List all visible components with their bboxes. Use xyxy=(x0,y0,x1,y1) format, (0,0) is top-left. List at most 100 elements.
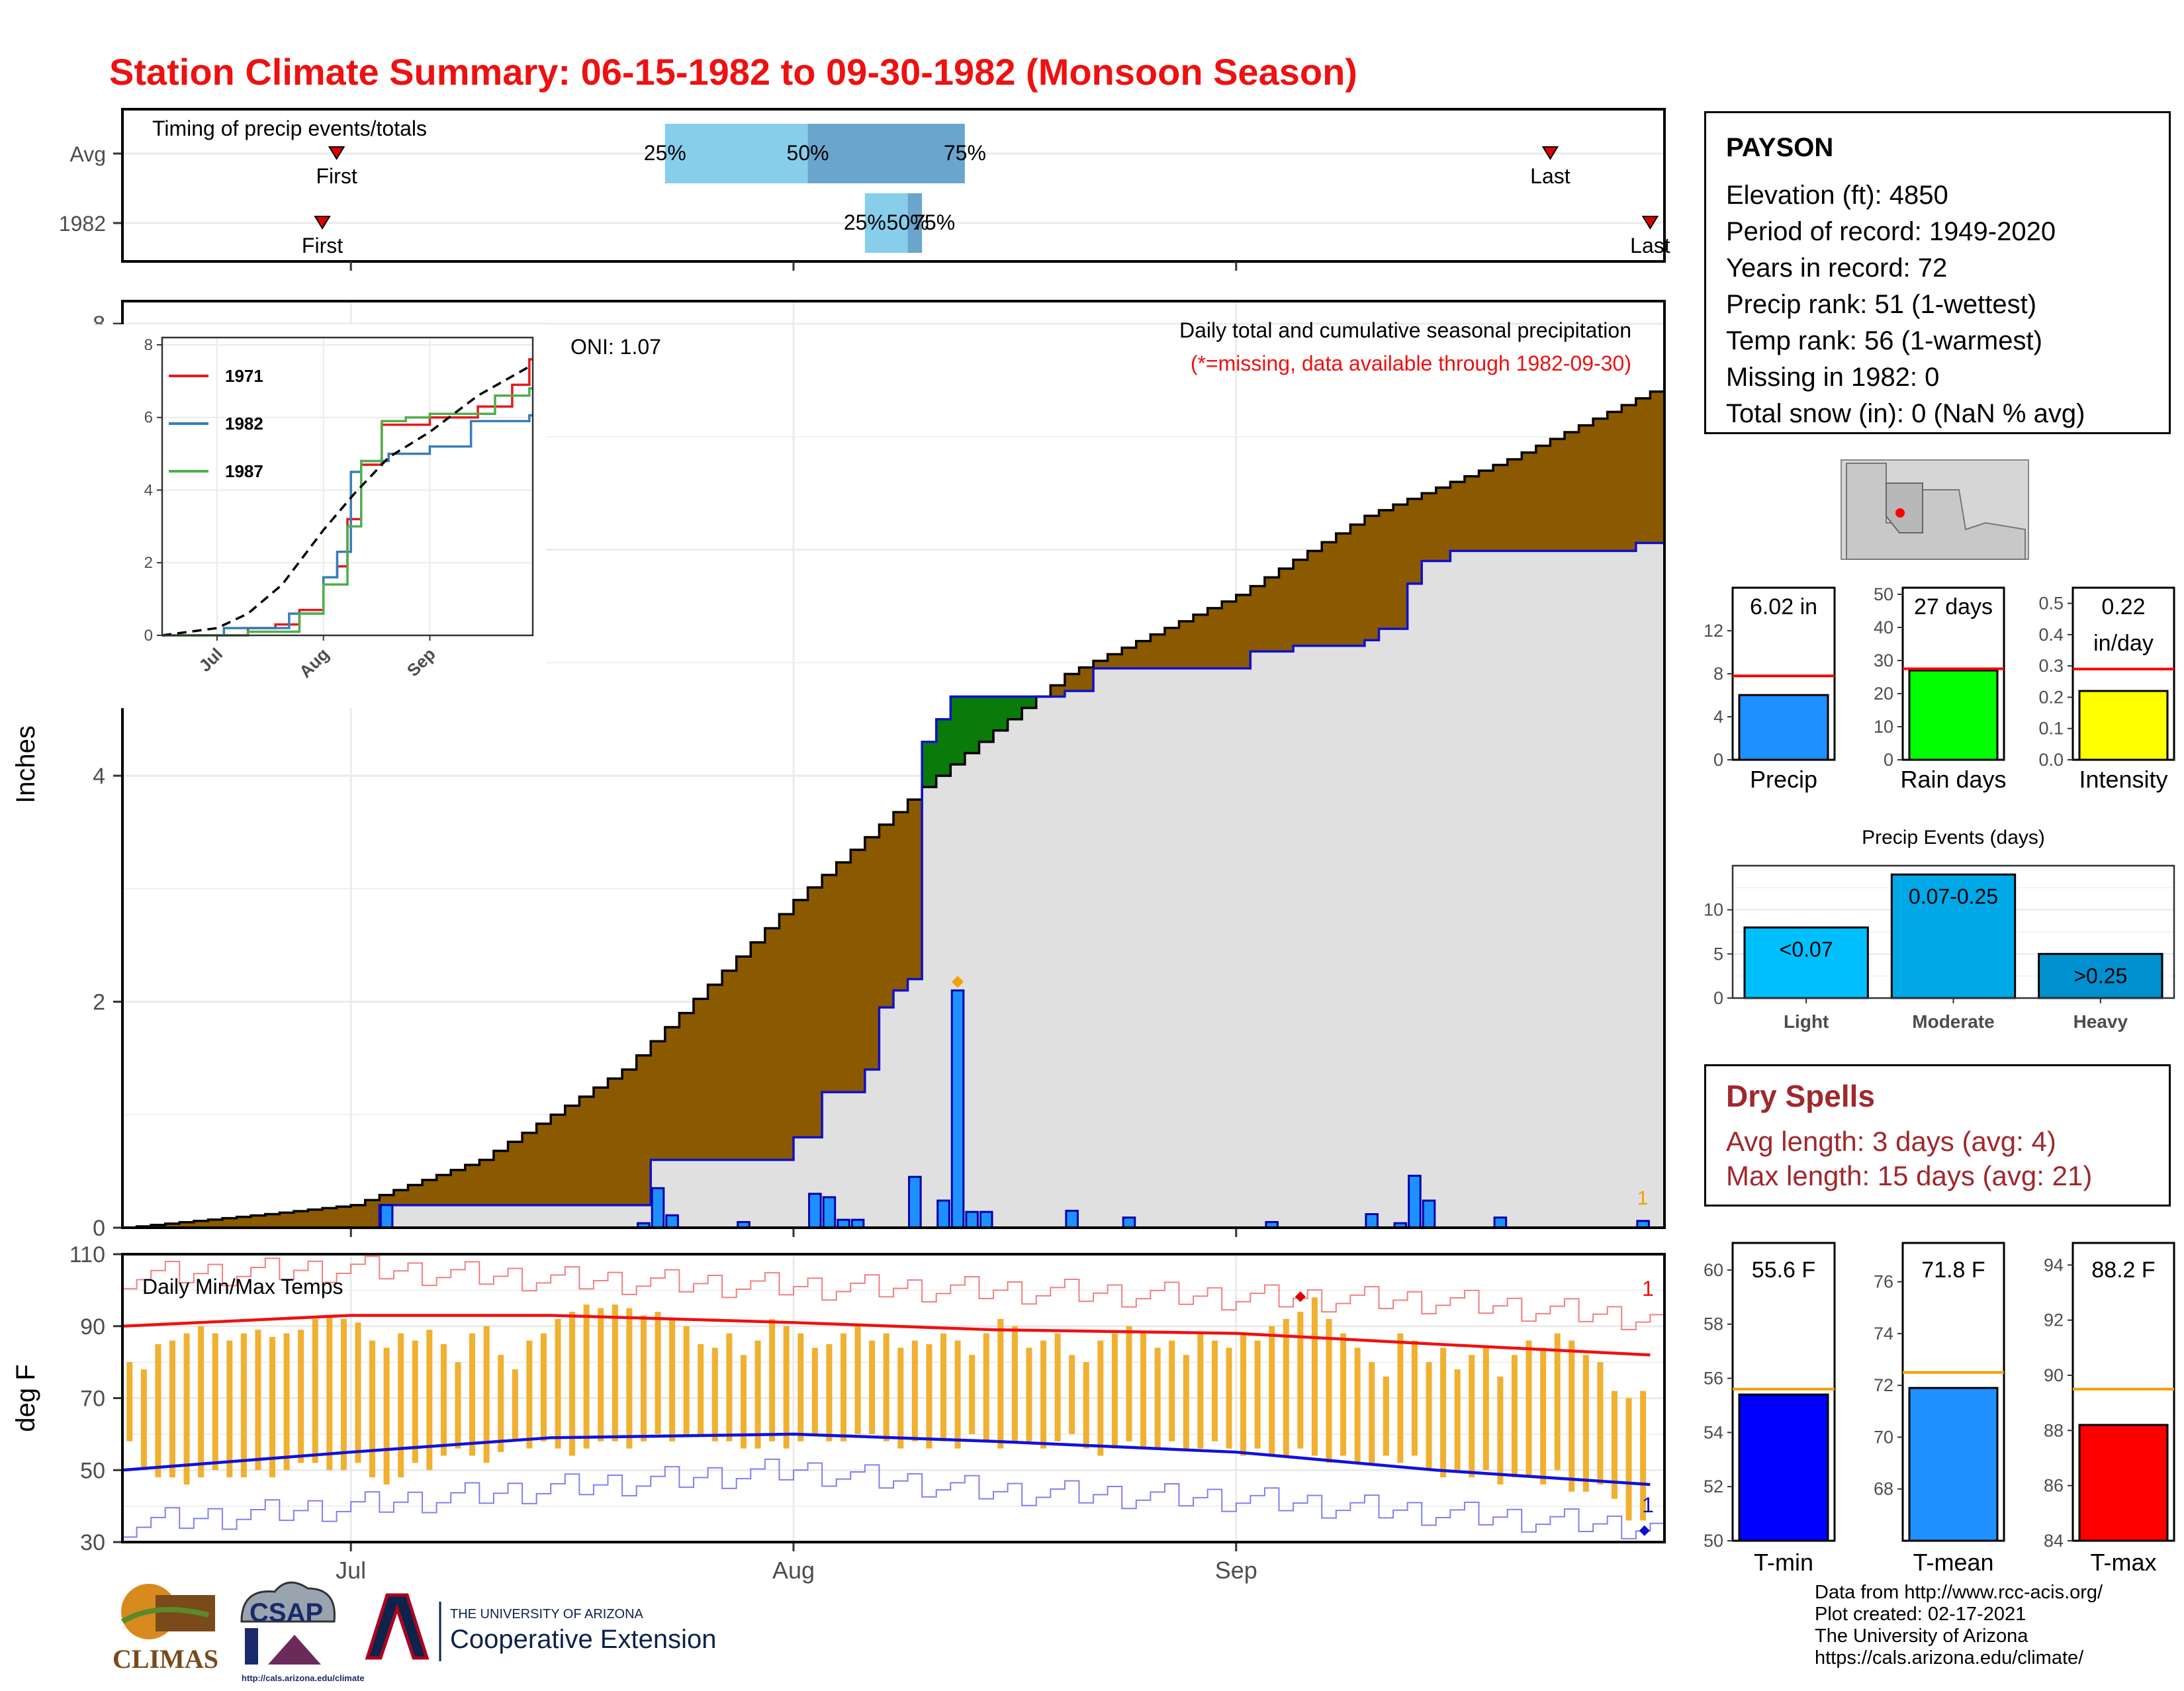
logos: CLIMAS CSAP http://cals.arizona.edu/clim… xyxy=(113,1581,716,1683)
daily-temp-range-bar xyxy=(612,1304,618,1441)
deficit-segment xyxy=(622,1069,637,1205)
daily-precip-bar xyxy=(822,1196,837,1229)
daily-temp-range-bar xyxy=(512,1369,518,1441)
precip-panel-frame xyxy=(121,300,1666,1229)
csap-url-text: http://cals.arizona.edu/climate xyxy=(242,1673,365,1683)
deficit-segment xyxy=(379,1195,394,1205)
deficit-segment xyxy=(222,1218,238,1228)
timing-p25-label: 25% xyxy=(644,141,686,165)
deficit-segment xyxy=(1336,533,1351,646)
deficit-segment xyxy=(1222,601,1237,668)
deficit-segment xyxy=(1136,641,1151,668)
temp-summary-label: T-max xyxy=(2090,1549,2156,1576)
daily-temp-range-bar xyxy=(483,1326,490,1463)
daily-temp-range-bar xyxy=(683,1326,690,1434)
timing-panel-frame xyxy=(121,108,1666,263)
deficit-segment xyxy=(1379,510,1394,629)
station-years: Years in record: 72 xyxy=(1726,253,1948,283)
deficit-segment xyxy=(850,849,866,1093)
daily-temp-range-bar xyxy=(1197,1333,1204,1449)
temp-summary-label: T-min xyxy=(1754,1549,1813,1576)
daily-temp-range-bar xyxy=(826,1344,833,1441)
summary-bar-label: Precip xyxy=(1750,766,1817,793)
daily-precip-bar xyxy=(979,1211,993,1229)
deficit-segment xyxy=(1293,559,1308,646)
deficit-segment xyxy=(1164,627,1179,668)
temp-summary-tick-label: 84 xyxy=(2044,1531,2064,1551)
deficit-segment xyxy=(1307,551,1322,646)
ua-a-icon xyxy=(365,1593,430,1660)
daily-temp-range-bar xyxy=(1497,1376,1504,1485)
temp-summary-tick-label: 76 xyxy=(1874,1272,1893,1292)
deficit-segment xyxy=(1236,594,1251,668)
timing-bar-upper xyxy=(807,124,965,183)
temp-summary-tick-label: 60 xyxy=(1704,1260,1723,1280)
daily-temp-range-bar xyxy=(669,1318,676,1441)
timing-bar-lower xyxy=(664,124,808,183)
deficit-segment xyxy=(1435,487,1451,561)
summary-value-label: 6.02 in xyxy=(1750,594,1817,619)
month-tick-label: Sep xyxy=(1215,1557,1257,1584)
temp-summary-tick-label: 70 xyxy=(1874,1427,1893,1447)
deficit-segment xyxy=(1050,685,1066,697)
daily-precip-bar xyxy=(1365,1213,1379,1229)
climas-logo: CLIMAS xyxy=(113,1584,218,1674)
precip-y-tick-label: 0 xyxy=(93,1216,105,1241)
daily-temp-range-bar xyxy=(769,1318,776,1441)
inset-series-line xyxy=(162,387,533,637)
summary-tick-label: 0 xyxy=(1713,750,1723,770)
daily-temp-range-bar xyxy=(469,1333,476,1456)
deficit-segment xyxy=(251,1215,266,1228)
deficit-segment xyxy=(465,1165,480,1205)
daily-temp-range-bar xyxy=(1426,1362,1432,1471)
timing-event-label: Last xyxy=(1530,164,1570,188)
oni-label: ONI: 1.07 xyxy=(570,335,661,359)
temp-summary-tick-label: 90 xyxy=(2044,1365,2064,1385)
precip-y-tick-label: 4 xyxy=(93,764,105,789)
daily-temp-range-bar xyxy=(1482,1348,1489,1471)
surplus-segment xyxy=(1007,696,1023,719)
station-name: PAYSON xyxy=(1726,133,1834,162)
precip-event-bar-label: 0.07-0.25 xyxy=(1909,884,1998,908)
temp-panel-frame xyxy=(121,1253,1666,1543)
daily-temp-range-bar xyxy=(1397,1333,1404,1463)
summary-bar-label: Intensity xyxy=(2079,766,2167,793)
summary-tick-label: 0 xyxy=(1884,750,1893,770)
summary-tick-label: 4 xyxy=(1713,707,1723,727)
daily-temp-range-bar xyxy=(555,1318,561,1449)
deficit-segment xyxy=(536,1123,551,1205)
temp-record-min-count: 1 xyxy=(1642,1493,1654,1517)
summary-tick-label: 0.3 xyxy=(2038,656,2064,676)
timing-panel-title: Timing of precip events/totals xyxy=(152,116,427,140)
timing-bar-lower xyxy=(864,193,908,253)
daily-temp-range-bar xyxy=(369,1340,376,1478)
deficit-segment xyxy=(1522,452,1537,551)
daily-temp-range-bar xyxy=(1297,1312,1304,1449)
ua-logo: THE UNIVERSITY OF ARIZONA Cooperative Ex… xyxy=(365,1593,716,1661)
month-tick-label: Jul xyxy=(336,1557,366,1584)
daily-temp-range-bar xyxy=(1440,1348,1447,1478)
deficit-segment xyxy=(822,874,837,1093)
csap-logo: CSAP http://cals.arizona.edu/climate xyxy=(240,1581,365,1683)
deficit-segment xyxy=(393,1190,408,1205)
daily-temp-range-bar xyxy=(640,1315,647,1441)
timing-p25-label: 25% xyxy=(844,210,886,234)
daily-temp-range-bar xyxy=(926,1344,933,1449)
temp-summary-tick-label: 52 xyxy=(1704,1477,1723,1496)
event-marker-icon xyxy=(314,216,331,230)
deficit-segment xyxy=(236,1216,251,1228)
footer-credits: Data from http://www.rcc-acis.org/ Plot … xyxy=(1815,1582,2103,1669)
precip-event-bar-label: <0.07 xyxy=(1780,937,1833,961)
deficit-segment xyxy=(907,800,923,980)
surplus-segment xyxy=(964,696,979,753)
daily-precip-bar xyxy=(651,1187,665,1229)
temp-y-tick-label: 50 xyxy=(80,1458,105,1483)
temp-summary-bar xyxy=(1908,1387,1999,1542)
daily-precip-bar xyxy=(1065,1209,1079,1229)
deficit-segment xyxy=(1322,542,1337,646)
deficit-segment xyxy=(1607,412,1622,551)
deficit-segment xyxy=(1122,647,1137,668)
daily-temp-range-bar xyxy=(655,1312,661,1434)
daily-temp-range-bar xyxy=(383,1348,390,1485)
